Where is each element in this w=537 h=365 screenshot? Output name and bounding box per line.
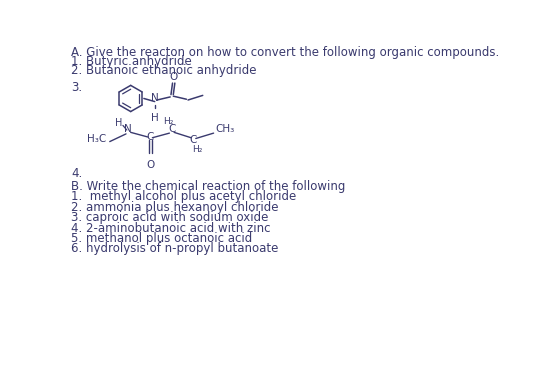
Text: C: C [168, 123, 176, 134]
Text: H: H [115, 118, 123, 128]
Text: CH₃: CH₃ [215, 124, 234, 134]
Text: 1.  methyl alcohol plus acetyl chloride: 1. methyl alcohol plus acetyl chloride [71, 191, 296, 203]
Text: C: C [147, 132, 154, 142]
Text: H₂: H₂ [192, 145, 202, 154]
Text: O: O [146, 160, 154, 170]
Text: 2. ammonia plus hexanoyl chloride: 2. ammonia plus hexanoyl chloride [71, 201, 279, 214]
Text: 1. Butyric anhydride: 1. Butyric anhydride [71, 55, 192, 68]
Text: H₃C: H₃C [86, 134, 106, 143]
Text: N: N [151, 93, 158, 103]
Text: 4. 2-aminobutanoic acid with zinc: 4. 2-aminobutanoic acid with zinc [71, 222, 271, 235]
Text: C: C [190, 135, 197, 145]
Text: 3. caproic acid with sodium oxide: 3. caproic acid with sodium oxide [71, 211, 268, 224]
Text: O: O [169, 72, 177, 82]
Text: H₂: H₂ [163, 117, 173, 126]
Text: 2. Butanoic ethanoic anhydride: 2. Butanoic ethanoic anhydride [71, 64, 257, 77]
Text: A. Give the reacton on how to convert the following organic compounds.: A. Give the reacton on how to convert th… [71, 46, 499, 59]
Text: 3.: 3. [71, 81, 82, 94]
Text: H: H [151, 113, 158, 123]
Text: 5. methanol plus octanoic acid: 5. methanol plus octanoic acid [71, 232, 252, 245]
Text: 6. hydrolysis of n-propyl butanoate: 6. hydrolysis of n-propyl butanoate [71, 242, 278, 255]
Text: B. Write the chemical reaction of the following: B. Write the chemical reaction of the fo… [71, 180, 345, 193]
Text: 4.: 4. [71, 167, 82, 180]
Text: N: N [125, 123, 132, 134]
